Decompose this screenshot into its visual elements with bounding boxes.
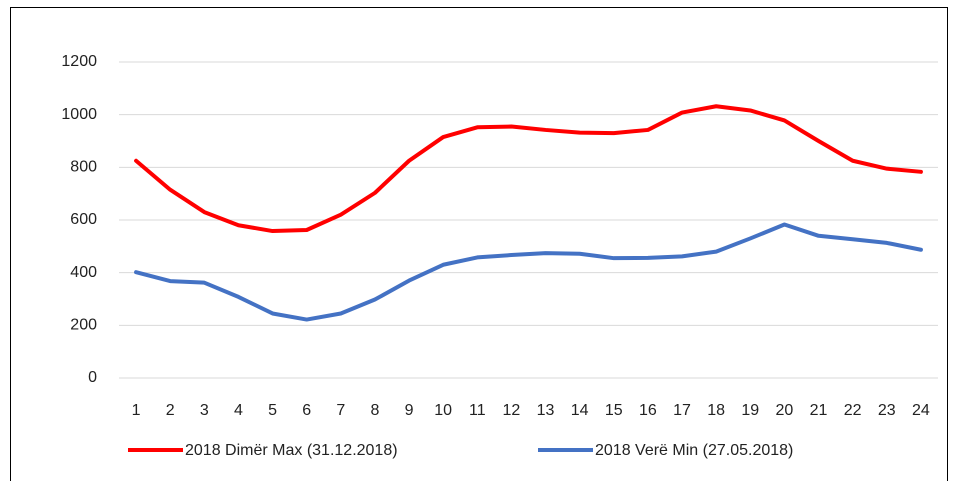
x-tick-label: 8 (370, 402, 379, 419)
y-tick-label: 0 (88, 369, 97, 386)
x-tick-label: 20 (776, 402, 794, 419)
data-line (134, 222, 923, 322)
x-tick-label: 1 (132, 402, 141, 419)
x-tick-label: 11 (469, 402, 486, 419)
y-tick-label: 1200 (61, 53, 97, 70)
x-tick-label: 24 (912, 402, 930, 419)
y-tick-label: 1000 (61, 106, 97, 123)
y-tick-label: 600 (70, 211, 97, 228)
y-tick-label: 400 (70, 264, 97, 281)
y-tick-label: 200 (70, 317, 97, 334)
x-tick-label: 23 (878, 402, 896, 419)
x-tick-label: 10 (434, 402, 452, 419)
x-tick-label: 7 (336, 402, 345, 419)
chart-frame (10, 7, 948, 481)
legend-label: 2018 Dimër Max (31.12.2018) (185, 442, 398, 459)
x-tick-label: 4 (234, 402, 243, 419)
x-tick-label: 16 (639, 402, 657, 419)
x-tick-label: 12 (503, 402, 521, 419)
x-tick-label: 14 (571, 402, 589, 419)
x-tick-label: 5 (268, 402, 277, 419)
x-tick-label: 9 (405, 402, 414, 419)
x-tick-label: 17 (673, 402, 691, 419)
data-line (134, 104, 923, 234)
x-tick-label: 3 (200, 402, 209, 419)
x-tick-label: 21 (810, 402, 828, 419)
x-tick-label: 13 (537, 402, 555, 419)
x-tick-label: 6 (302, 402, 311, 419)
x-tick-label: 18 (707, 402, 725, 419)
legend-label: 2018 Verë Min (27.05.2018) (595, 442, 793, 459)
x-tick-label: 22 (844, 402, 862, 419)
y-tick-label: 800 (70, 159, 97, 176)
x-tick-label: 15 (605, 402, 623, 419)
x-tick-label: 19 (741, 402, 759, 419)
x-tick-label: 2 (166, 402, 175, 419)
